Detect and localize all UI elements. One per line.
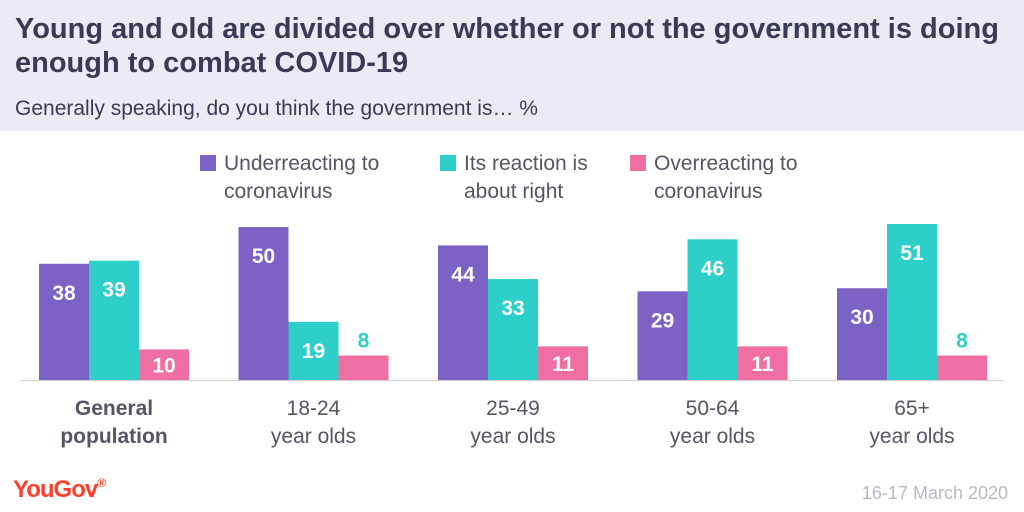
category-label: population [60, 425, 167, 448]
bar-1-2 [488, 279, 538, 380]
category-label: year olds [470, 425, 555, 448]
legend-item-overreacting: Overreacting to coronavirus [630, 150, 854, 206]
bar-0-3 [637, 291, 688, 380]
legend-label-overreacting: Overreacting to coronavirus [654, 152, 798, 203]
category-label: year olds [869, 425, 954, 448]
category-label: 25-49 [486, 397, 540, 420]
bar-value-label: 29 [651, 309, 674, 332]
bar-2-3 [737, 346, 788, 380]
legend-swatch-overreacting [630, 155, 646, 171]
bar-value-label: 38 [52, 282, 76, 305]
bar-value-label: 44 [451, 263, 475, 286]
bar-0-4 [837, 288, 887, 380]
bar-1-0 [89, 260, 139, 380]
category-label: year olds [271, 425, 356, 448]
survey-date: 16-17 March 2020 [861, 483, 1008, 503]
bar-1-1 [288, 321, 339, 380]
legend-swatch-about-right [440, 155, 456, 171]
category-label: 65+ [894, 397, 930, 420]
legend-label-underreacting: Underreacting to coronavirus [224, 152, 380, 203]
bar-value-label: 11 [751, 353, 774, 376]
yougov-logo: YouGov® [13, 476, 106, 504]
category-label: year olds [670, 425, 755, 448]
bar-value-label: 51 [900, 242, 924, 265]
bar-value-label: 11 [552, 353, 575, 376]
bar-value-label: 50 [252, 245, 275, 268]
bar-value-label: 46 [701, 257, 724, 280]
bar-1-4 [887, 224, 937, 380]
legend-swatch-underreacting [200, 155, 216, 171]
category-label: 18-24 [287, 397, 341, 420]
bar-value-label: 33 [501, 297, 524, 320]
chart-subtitle: Generally speaking, do you think the gov… [15, 97, 538, 120]
category-label: 50-64 [686, 397, 740, 420]
bar-1-3 [687, 239, 738, 380]
bar-value-label: 8 [956, 330, 968, 353]
bar-value-label: 19 [302, 340, 325, 363]
bar-2-1 [338, 355, 389, 380]
brand-registered-mark: ® [97, 476, 106, 490]
bar-2-2 [538, 346, 588, 380]
header-band [0, 0, 1024, 131]
bar-value-label: 10 [152, 355, 175, 378]
bar-value-label: 8 [358, 330, 370, 353]
bar-0-0 [39, 263, 89, 380]
legend-item-about-right: Its reaction is about right [440, 150, 634, 206]
bar-value-label: 30 [850, 306, 873, 329]
category-label: General [75, 397, 153, 420]
bar-2-4 [937, 355, 987, 380]
legend: Underreacting to coronavirus Its reactio… [0, 150, 1024, 210]
chart-title: Young and old are divided over whether o… [15, 13, 999, 79]
bar-2-0 [139, 349, 189, 380]
legend-label-about-right: Its reaction is about right [464, 152, 588, 203]
brand-text: YouGov [13, 476, 98, 503]
bar-0-1 [238, 227, 289, 380]
legend-item-underreacting: Underreacting to coronavirus [200, 150, 424, 206]
bar-value-label: 39 [102, 279, 125, 302]
bar-0-2 [438, 245, 488, 380]
